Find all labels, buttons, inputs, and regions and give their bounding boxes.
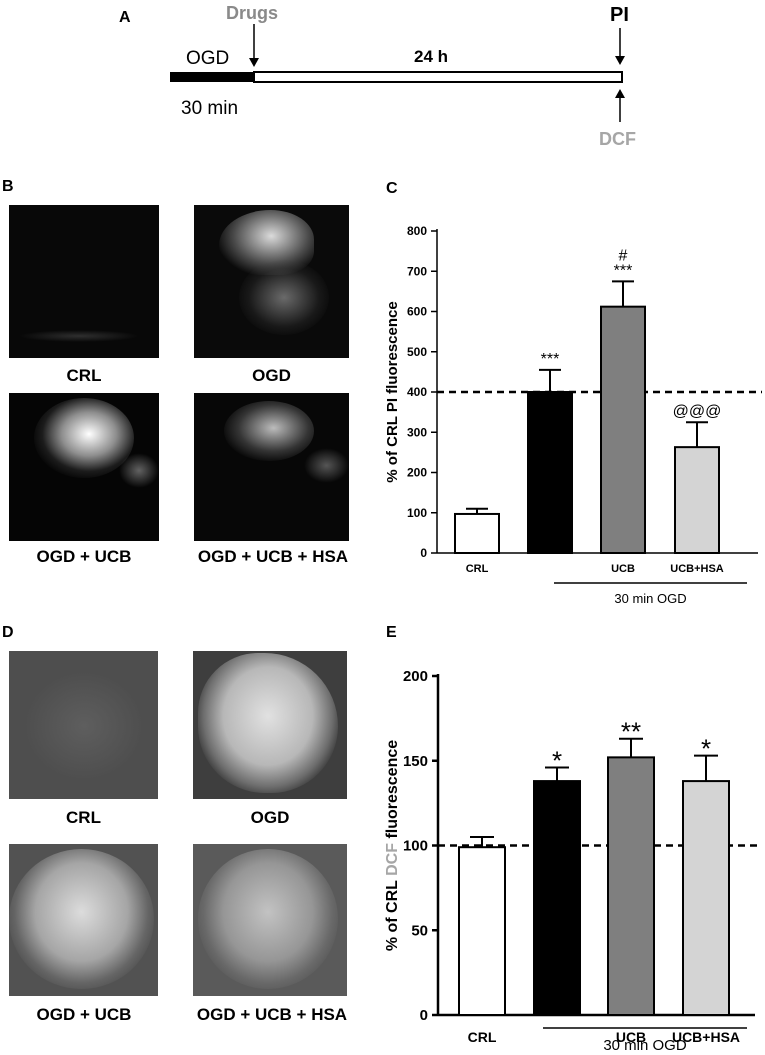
ogd-label: OGD	[186, 48, 229, 69]
chart-e-category-label: UCB+HSA	[672, 1029, 740, 1045]
panel-label-e: E	[386, 624, 397, 641]
bar-chart-pi-fluorescence: 0100200300400500600700800CRL***#***UCB@@…	[384, 224, 762, 606]
chart-e-significance-label: **	[621, 717, 641, 747]
micrograph-pi-ogd	[194, 205, 349, 358]
chart-c-category-label: UCB	[611, 563, 635, 575]
chart-e-y-tick-label: 0	[420, 1007, 428, 1024]
dcf-label: DCF	[599, 129, 636, 149]
panel-label-d: D	[2, 624, 14, 641]
chart-c-y-tick-label: 400	[407, 385, 427, 399]
pi-label: PI	[610, 4, 629, 26]
chart-e-y-tick-label: 150	[403, 753, 428, 770]
chart-e-y-axis-label: % of CRL DCF fluorescence	[384, 740, 401, 951]
chart-c-category-label: CRL	[466, 563, 489, 575]
chart-c-y-tick-label: 0	[420, 546, 427, 560]
chart-e-bar-3	[607, 756, 655, 1017]
chart-c-y-tick-label: 300	[407, 425, 427, 439]
chart-c-y-tick-label: 200	[407, 466, 427, 480]
chart-c-bar-2	[527, 391, 573, 554]
chart-c-bar-3	[600, 305, 646, 554]
chart-c-y-tick-label: 100	[407, 506, 427, 520]
caption-pi-ogd: OGD	[252, 366, 291, 385]
micrograph-dcf-crl	[9, 651, 158, 799]
chart-e-significance-label: *	[552, 746, 562, 776]
panel-label-c: C	[386, 180, 398, 197]
micrograph-pi-ogd-ucb	[9, 393, 159, 541]
caption-pi-ogd-ucb-hsa: OGD + UCB + HSA	[197, 547, 349, 566]
pi-arrowhead	[615, 56, 625, 65]
dcf-arrowhead	[615, 89, 625, 98]
chart-c-y-tick-label: 500	[407, 345, 427, 359]
chart-c-bar-4	[674, 446, 720, 554]
chart-e-y-tick-label: 200	[403, 668, 428, 685]
micrograph-pi-ogd-ucb-hsa	[194, 393, 349, 541]
micrograph-pi-crl	[9, 205, 159, 358]
chart-e-category-label: UCB	[616, 1029, 646, 1045]
timeline-ogd-segment	[170, 72, 254, 82]
micrograph-dcf-ogd-ucb	[9, 844, 158, 996]
chart-c-y-tick-label: 800	[407, 224, 427, 238]
panel-label-b: B	[2, 178, 14, 195]
caption-dcf-ogd: OGD	[250, 808, 290, 827]
chart-c-y-tick-label: 700	[407, 264, 427, 278]
chart-c-significance-label: ***	[614, 262, 633, 279]
duration-label: 24 h	[414, 47, 448, 66]
timeline-diagram: Drugs OGD 24 h PI DCF 30 min	[170, 3, 636, 149]
chart-e-y-tick-label: 100	[403, 838, 428, 855]
chart-c-y-tick-label: 600	[407, 305, 427, 319]
chart-e-category-label: CRL	[468, 1029, 497, 1045]
caption-dcf-crl: CRL	[66, 808, 101, 827]
chart-c-significance-label: @@@	[673, 403, 722, 420]
chart-c-significance-label: #	[619, 247, 628, 264]
chart-e-bar-4	[682, 780, 730, 1016]
chart-c-group-label: 30 min OGD	[614, 591, 686, 606]
chart-e-bar-1	[458, 846, 506, 1016]
chart-e-significance-label: *	[701, 734, 711, 764]
micrograph-dcf-ogd-ucb-hsa	[193, 844, 347, 996]
chart-e-y-tick-label: 50	[411, 922, 428, 939]
drugs-arrowhead	[249, 58, 259, 67]
caption-pi-ogd-ucb: OGD + UCB	[36, 547, 132, 566]
chart-e-bar-2	[533, 780, 581, 1016]
micrograph-dcf-ogd	[193, 651, 347, 799]
caption-dcf-ogd-ucb: OGD + UCB	[36, 1005, 132, 1024]
chart-c-y-axis-label: % of CRL PI fluorescence	[384, 301, 401, 482]
drugs-label: Drugs	[226, 3, 278, 23]
chart-e-group-label: 30 min OGD	[603, 1037, 687, 1054]
caption-pi-crl: CRL	[66, 366, 102, 385]
chart-c-significance-label: ***	[541, 351, 560, 368]
timeline-recovery-segment	[253, 71, 623, 83]
chart-c-category-label: UCB+HSA	[670, 563, 724, 575]
caption-dcf-ogd-ucb-hsa: OGD + UCB + HSA	[196, 1005, 348, 1024]
chart-c-bar-1	[454, 512, 500, 554]
panel-label-a: A	[119, 9, 131, 26]
ogd-time-label: 30 min	[181, 98, 238, 119]
